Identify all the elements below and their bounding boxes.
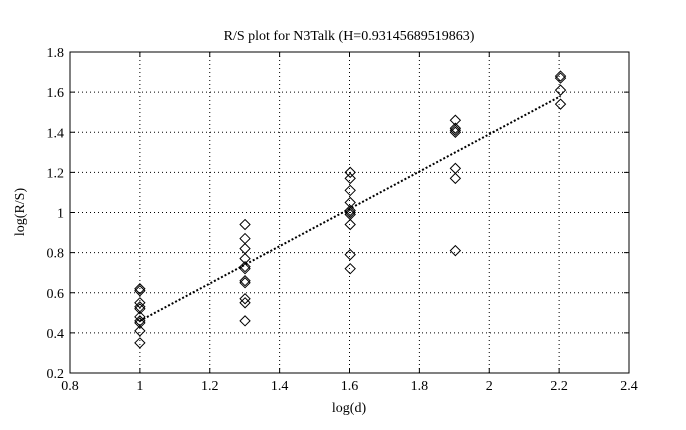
y-tick-label: 0.6 <box>47 287 65 302</box>
x-axis-label: log(d) <box>332 401 367 416</box>
data-point <box>449 162 462 175</box>
fit-line <box>139 95 561 322</box>
y-tick-label: 1.8 <box>47 46 65 61</box>
x-tick-label: 0.8 <box>61 379 79 394</box>
data-point <box>344 248 356 261</box>
data-point <box>134 303 146 315</box>
data-point <box>554 70 567 82</box>
data-point <box>344 184 356 197</box>
data-point <box>134 337 146 349</box>
fit-line-group <box>139 95 561 322</box>
data-point <box>344 166 356 179</box>
y-tick-label: 0.8 <box>47 247 65 262</box>
data-point <box>239 277 251 289</box>
data-point <box>134 283 146 295</box>
data-point <box>239 232 251 245</box>
x-tick-label: 2 <box>486 379 493 394</box>
x-tick-label: 1.8 <box>411 379 429 394</box>
chart-title: R/S plot for N3Talk (H=0.93145689519863) <box>224 29 475 44</box>
x-tick-label: 1.6 <box>341 379 359 394</box>
grid-lines <box>70 52 629 373</box>
data-point <box>344 204 356 217</box>
y-tick-label: 1.2 <box>47 166 65 181</box>
data-point <box>134 317 146 329</box>
y-axis-label: log(R/S) <box>13 188 28 237</box>
axis-ticks: 0.8 1 1.2 1.4 1.6 1.8 2 2.2 2.4 0.2 0.4 0.6 0.8 1 1.2 1… <box>47 46 638 394</box>
x-tick-label: 1.4 <box>271 379 289 394</box>
data-points <box>134 70 567 349</box>
data-point <box>554 98 567 110</box>
y-tick-label: 1.4 <box>47 126 65 141</box>
data-point <box>239 242 251 255</box>
data-point <box>554 72 567 84</box>
data-point <box>134 325 146 337</box>
y-tick-label: 0.4 <box>47 327 65 342</box>
data-point <box>134 285 146 297</box>
data-point <box>449 122 462 134</box>
y-tick-label: 1.6 <box>47 86 65 101</box>
data-point <box>239 260 251 273</box>
data-point <box>239 315 251 327</box>
y-tick-label: 0.2 <box>47 367 65 382</box>
data-point <box>449 172 462 185</box>
data-point <box>449 244 462 257</box>
data-point <box>239 262 251 275</box>
data-point <box>239 293 251 305</box>
x-tick-label: 2.2 <box>550 379 568 394</box>
data-point <box>239 297 251 309</box>
data-point <box>449 126 462 138</box>
data-point <box>344 172 356 185</box>
data-point <box>344 218 356 231</box>
data-point <box>344 206 356 219</box>
data-point <box>239 218 251 231</box>
x-tick-label: 2.4 <box>620 379 638 394</box>
data-point <box>449 124 462 136</box>
data-point <box>554 84 567 96</box>
x-tick-label: 1 <box>136 379 143 394</box>
y-tick-label: 1 <box>57 207 64 222</box>
data-point <box>239 275 251 287</box>
data-point <box>134 297 146 309</box>
data-point <box>134 311 146 323</box>
x-tick-label: 1.2 <box>201 379 219 394</box>
data-point <box>344 262 356 275</box>
